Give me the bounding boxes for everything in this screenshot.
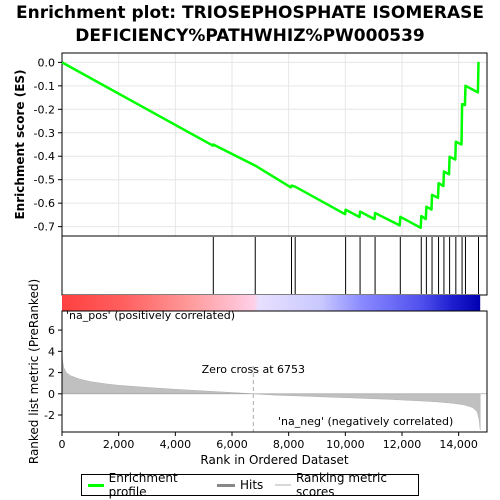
zero-cross-label: Zero cross at 6753 [202,363,305,376]
legend-hits: Hits [216,478,264,492]
es-ytick-label: 0.0 [38,56,56,69]
x-axis-label: Rank in Ordered Dataset [200,453,348,467]
legend-metric: Ranking metric scores [275,471,412,499]
metric-xtick-label: 12,000 [383,438,422,451]
es-ytick-label: -0.7 [34,221,55,234]
es-ytick-label: -0.1 [34,80,55,93]
legend-enrichment: Enrichment profile [88,471,205,499]
metric-xtick-label: 6,000 [216,438,248,451]
enrichment-line [61,61,480,230]
metric-area [61,351,481,430]
es-ytick-label: -0.5 [34,174,55,187]
metric-ytick-label: 4 [48,345,55,358]
es-axis-label: Enrichment score (ES) [13,69,27,219]
metric-ytick-label: -2 [44,409,55,422]
metric-ytick-label: 0 [48,388,55,401]
metric-xtick-label: 14,000 [439,438,478,451]
es-ytick-label: -0.2 [34,103,55,116]
metric-ytick-label: 6 [48,324,55,337]
es-ytick-label: -0.3 [34,127,55,140]
legend-enrichment-swatch [88,483,104,487]
es-panel [61,52,488,237]
legend-metric-swatch [275,484,291,486]
chart-title: Enrichment plot: TRIOSEPHOSPHATE ISOMERA… [0,2,500,48]
es-frame [61,52,488,237]
metric-xtick-label: 0 [59,438,66,451]
metric-xtick-label: 8,000 [273,438,305,451]
hits-panel [61,235,488,296]
legend-enrichment-label: Enrichment profile [108,471,178,499]
metric-xtick-label: 2,000 [103,438,135,451]
legend-metric-label: Ranking metric scores [295,471,387,499]
metric-xtick-label: 10,000 [326,438,365,451]
es-ytick-label: -0.4 [34,150,55,163]
legend: Enrichment profile Hits Ranking metric s… [81,471,419,499]
metric-frame [61,310,488,433]
es-ytick-label: -0.6 [34,197,55,210]
title-line-1: Enrichment plot: TRIOSEPHOSPHATE ISOMERA… [15,3,485,23]
metric-xtick-label: 4,000 [160,438,192,451]
metric-panel [62,311,487,432]
pos-correlation-label: 'na_pos' (positively correlated) [66,309,235,322]
legend-hits-swatch [216,483,235,487]
neg-correlation-label: 'na_neg' (negatively correlated) [278,415,453,428]
metric-axis-label: Ranked list metric (PreRanked) [27,279,41,464]
legend-hits-label: Hits [239,478,264,492]
rank-color-bar [62,295,481,311]
metric-ytick-label: 2 [48,367,55,380]
title-line-2: DEFICIENCY%PATHWHIZ%PW000539 [75,26,425,46]
